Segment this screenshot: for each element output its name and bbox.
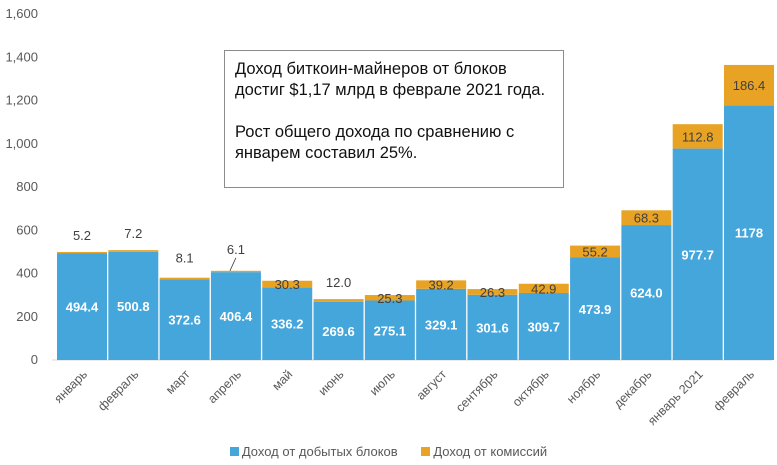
y-tick-label: 600 (16, 222, 38, 237)
bar-fees (159, 277, 210, 280)
legend-swatch (229, 447, 239, 456)
x-tick-label: сентябрь (453, 367, 501, 415)
bar-blocks (210, 272, 261, 360)
y-tick-label: 0 (31, 352, 38, 367)
bar-blocks (621, 225, 672, 360)
value-label-fees: 186.4 (733, 78, 766, 93)
bar-fees (570, 245, 621, 258)
value-label-blocks: 269.6 (322, 324, 355, 339)
y-tick-label: 200 (16, 309, 38, 324)
y-tick-label: 1,000 (5, 136, 38, 151)
x-tick-label: июль (367, 367, 398, 398)
bar-fees (364, 295, 415, 301)
value-label-fees: 7.2 (124, 226, 142, 241)
bar-fees (518, 283, 569, 294)
y-tick-label: 1,600 (5, 6, 38, 21)
value-label-fees: 39.2 (428, 278, 453, 293)
value-label-fees: 25.3 (377, 291, 402, 306)
leader-line (229, 257, 237, 271)
bar-blocks (518, 293, 569, 360)
value-label-blocks: 624.0 (630, 286, 663, 301)
bar-fees (313, 299, 364, 302)
legend-swatch (421, 447, 431, 456)
x-tick-label: май (270, 367, 296, 393)
x-tick-label: февраль (711, 367, 757, 413)
value-label-blocks: 336.2 (271, 317, 304, 332)
x-tick-label: октябрь (510, 367, 552, 409)
value-label-fees: 5.2 (73, 228, 91, 243)
bar-blocks (467, 294, 518, 360)
x-tick-label: апрель (205, 367, 244, 406)
value-label-blocks: 301.6 (476, 320, 509, 335)
annotation-line-1: Доход биткоин-майнеров от блоков достиг … (235, 60, 546, 99)
y-tick-label: 400 (16, 266, 38, 281)
x-tick-label: январь 2021 (645, 367, 706, 428)
bar-fees (108, 250, 159, 252)
value-label-fees: 112.8 (682, 129, 714, 144)
x-tick-label: декабрь (611, 367, 655, 411)
bar-blocks (724, 105, 774, 360)
x-tick-label: февраль (95, 367, 141, 413)
annotation-box: Доход биткоин-майнеров от блоков достиг … (224, 50, 564, 188)
x-tick-label: ноябрь (564, 367, 603, 406)
value-label-blocks: 275.1 (374, 323, 407, 338)
bar-fees (621, 210, 672, 226)
value-label-fees: 6.1 (227, 242, 245, 257)
value-label-fees: 55.2 (582, 245, 607, 260)
x-tick-label: март (163, 367, 193, 397)
bar-blocks (672, 148, 723, 360)
bar-blocks (364, 300, 415, 360)
bar-blocks (313, 301, 364, 360)
value-label-blocks: 372.6 (168, 313, 201, 328)
value-label-blocks: 1178 (735, 226, 763, 241)
bar-blocks (57, 253, 107, 360)
legend: Доход от добытых блоков Доход от комисси… (0, 444, 777, 459)
bar-fees (467, 289, 518, 295)
bar-blocks (159, 279, 210, 360)
value-label-blocks: 309.7 (527, 320, 560, 335)
bar-blocks (108, 251, 159, 360)
x-tick-label: июнь (316, 367, 347, 398)
y-tick-label: 1,400 (5, 49, 38, 64)
x-tick-label: август (414, 367, 450, 403)
value-label-blocks: 977.7 (681, 247, 714, 262)
bar-fees (416, 280, 467, 289)
value-label-fees: 26.3 (480, 285, 505, 300)
bar-blocks (262, 287, 313, 360)
legend-label: Доход от добытых блоков (241, 444, 398, 459)
bar-blocks (416, 288, 467, 360)
bar-fees (210, 270, 261, 273)
annotation-line-2: Рост общего дохода по сравнению с январе… (235, 123, 515, 162)
value-label-fees: 30.3 (275, 277, 300, 292)
y-tick-label: 800 (16, 179, 38, 194)
value-label-fees: 68.3 (634, 211, 659, 226)
bar-blocks (570, 257, 621, 360)
value-label-blocks: 473.9 (579, 302, 612, 317)
value-label-blocks: 500.8 (117, 299, 150, 314)
legend-label: Доход от комиссий (433, 444, 548, 459)
bar-fees (262, 280, 313, 288)
y-tick-label: 1,200 (5, 93, 38, 108)
bar-fees (672, 124, 723, 149)
legend-item-blocks: Доход от добытых блоков (229, 444, 398, 459)
bar-fees (724, 64, 774, 106)
value-label-blocks: 329.1 (425, 317, 458, 332)
bar-fees (57, 251, 107, 254)
x-tick-label: январь (52, 367, 91, 406)
value-label-fees: 12.0 (326, 275, 351, 290)
value-label-fees: 42.9 (531, 281, 556, 296)
legend-item-fees: Доход от комиссий (421, 444, 547, 459)
value-label-fees: 8.1 (176, 251, 194, 266)
value-label-blocks: 494.4 (66, 300, 99, 315)
value-label-blocks: 406.4 (220, 309, 253, 324)
